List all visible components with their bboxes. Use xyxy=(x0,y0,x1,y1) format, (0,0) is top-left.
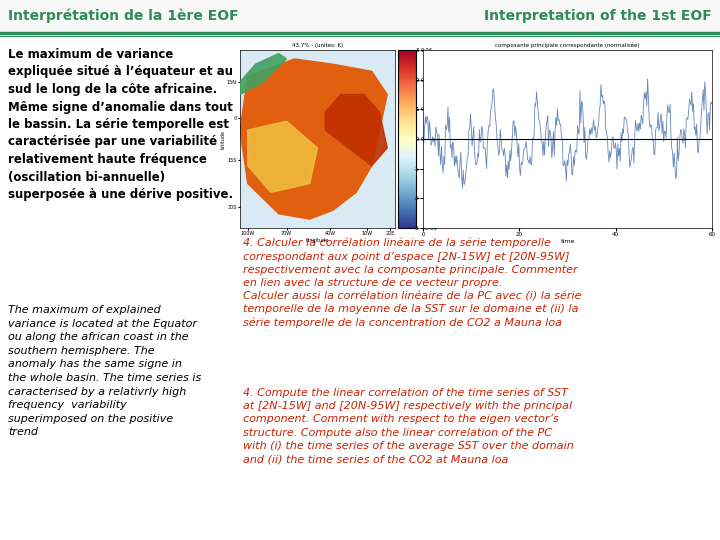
Y-axis label: latitude: latitude xyxy=(220,130,225,148)
Text: Interpretation of the 1st EOF: Interpretation of the 1st EOF xyxy=(485,9,712,23)
FancyBboxPatch shape xyxy=(0,0,720,32)
Polygon shape xyxy=(240,59,387,219)
Text: 4. Calculer la corrélation linéaire de la série temporelle
correspondant aux poi: 4. Calculer la corrélation linéaire de l… xyxy=(243,238,582,328)
X-axis label: longitude: longitude xyxy=(306,238,329,243)
X-axis label: time: time xyxy=(560,239,575,244)
Text: Interprétation de la 1ère EOF: Interprétation de la 1ère EOF xyxy=(8,9,238,23)
Text: Le maximum de variance
expliquée situé à l’équateur et au
sud le long de la côte: Le maximum de variance expliquée situé à… xyxy=(8,48,233,201)
Text: 4. Compute the linear correlation of the time series of SST
at [2N-15W] and [20N: 4. Compute the linear correlation of the… xyxy=(243,388,574,464)
Polygon shape xyxy=(240,53,287,94)
Text: The maximum of explained
variance is located at the Equator
ou along the african: The maximum of explained variance is loc… xyxy=(8,305,202,437)
Title: composante principale correspondante (normalisée): composante principale correspondante (no… xyxy=(495,43,640,48)
Polygon shape xyxy=(325,94,387,166)
Title: 43.7% - (unites: K): 43.7% - (unites: K) xyxy=(292,43,343,48)
Polygon shape xyxy=(248,121,318,192)
